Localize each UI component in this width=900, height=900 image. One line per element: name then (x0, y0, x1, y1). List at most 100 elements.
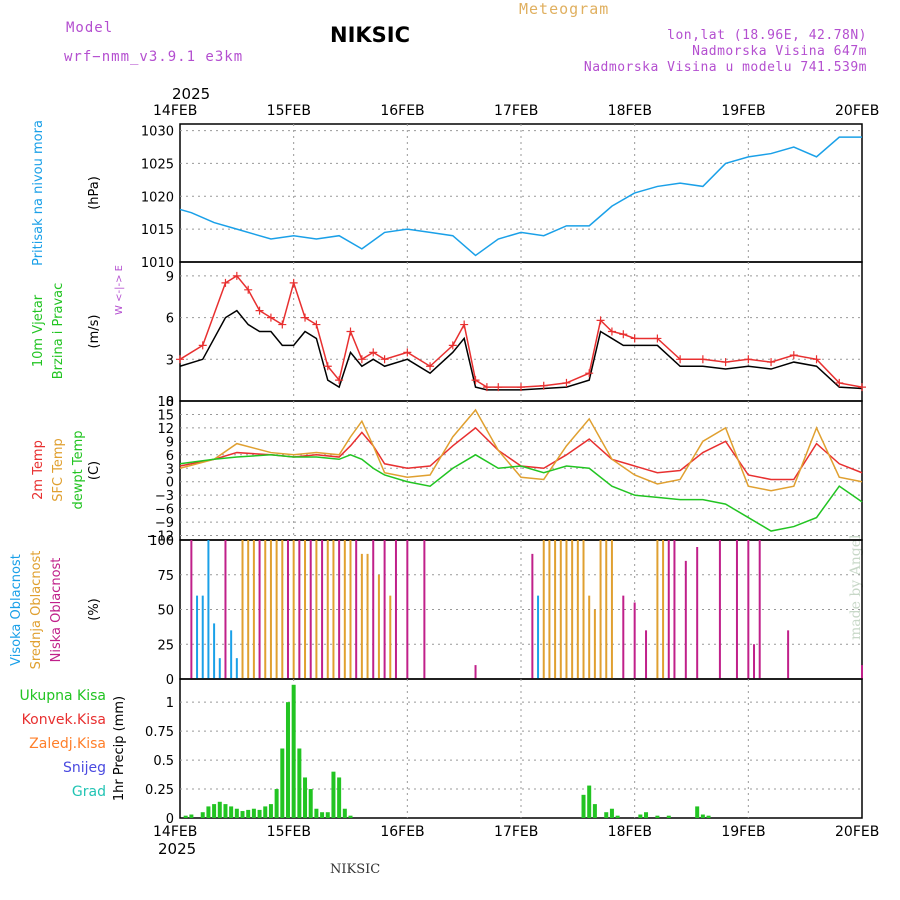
ytick-2: 3 (166, 462, 174, 477)
ytick-3: 50 (157, 604, 174, 619)
series-line-0-0 (179, 136, 862, 257)
precip-bar (274, 789, 279, 818)
gust-point (312, 320, 321, 329)
meteogram-label: Meteogram (519, 0, 610, 18)
panel-title-2: Brzina i Pravac (51, 283, 66, 380)
panel-title-8: Niska Oblacnost (49, 558, 64, 663)
ytick-3: 75 (157, 569, 174, 584)
date-label-top-0: 14FEB (153, 103, 197, 119)
date-label-top-2: 16FEB (380, 103, 424, 119)
precip-bar (331, 771, 336, 818)
precip-bar (581, 794, 586, 818)
page-title: NIKSIC (330, 23, 411, 47)
date-label-bottom-6: 20FEB (835, 824, 879, 840)
gust-point (198, 341, 207, 350)
precip-bar (257, 809, 262, 818)
ytick-0: 1020 (141, 190, 174, 205)
panel-title-3: 2m Temp (31, 440, 46, 500)
gust-point (585, 369, 594, 378)
precip-bar (303, 777, 308, 818)
gust-point (301, 313, 310, 322)
wind-direction-legend: W <-|-> E (114, 265, 125, 315)
model-label: Model (66, 20, 114, 36)
ytick-4: 0 (166, 812, 174, 827)
model-name: wrf−nmm_v3.9.1 e3km (64, 49, 244, 65)
precip-legend-1: Konvek.Kisa (22, 712, 106, 728)
precip-bar (189, 814, 194, 818)
ytick-2: 9 (166, 435, 174, 450)
gust-point (619, 330, 628, 339)
precip-legend-4: Grad (72, 784, 106, 800)
precip-bar (666, 815, 671, 818)
ytick-2: −12 (147, 530, 174, 545)
gust-point (176, 355, 184, 364)
gust-point (346, 327, 355, 336)
precip-bar (268, 804, 273, 818)
ytick-2: −9 (155, 516, 174, 531)
ytick-2: −6 (155, 503, 174, 518)
precip-bar (263, 806, 268, 818)
precip-bar (342, 808, 347, 818)
gust-point (676, 355, 685, 364)
gust-point (278, 320, 287, 329)
precip-bar (229, 806, 234, 818)
panel-title-7: Srednja Oblacnost (29, 551, 44, 670)
gust-point (335, 376, 344, 385)
gust-point (596, 316, 605, 325)
gust-point (266, 313, 275, 322)
precip-bar (695, 806, 700, 818)
ytick-0: 1025 (141, 157, 174, 172)
gust-point (426, 362, 435, 371)
panel-title-6: Visoka Oblacnost (9, 554, 24, 666)
gust-point (289, 278, 298, 287)
unit-label-0: (hPa) (87, 176, 102, 210)
ytick-0: 1015 (141, 223, 174, 238)
precip-bar (314, 808, 319, 818)
gust-point (562, 378, 571, 387)
gust-point (630, 334, 639, 343)
unit-label-1: (m/s) (87, 315, 102, 349)
precip-bar (706, 815, 711, 818)
precip-bar (240, 811, 245, 818)
footer-station: NIKSIC (330, 862, 381, 877)
date-label-bottom-0: 14FEB (153, 824, 197, 840)
series-line-2-2 (179, 453, 863, 532)
gust-point (721, 358, 730, 367)
precip-bar (280, 748, 285, 818)
precip-bar (223, 804, 228, 818)
precip-bar (638, 814, 643, 818)
panel-title-5: dewpt Temp (71, 430, 86, 509)
date-label-bottom-4: 18FEB (608, 824, 652, 840)
altitude-label: Nadmorska Visina 647m (692, 44, 867, 59)
precip-bar (291, 684, 296, 818)
precip-bar (200, 812, 205, 818)
precip-legend-0: Ukupna Kisa (19, 688, 106, 704)
panel-title-4: SFC Temp (51, 438, 66, 502)
gust-point (232, 271, 241, 280)
ytick-1: 3 (166, 353, 174, 368)
gust-point (835, 378, 844, 387)
ytick-4: 0.25 (145, 783, 174, 798)
precip-bar (251, 808, 256, 818)
ytick-0: 1030 (141, 125, 174, 140)
ytick-3: 100 (149, 534, 174, 549)
series-line-2-0 (179, 426, 863, 481)
gust-point (539, 381, 548, 390)
ytick-3: 25 (157, 638, 174, 653)
ytick-2: 12 (157, 422, 174, 437)
panel-frame-2 (179, 400, 863, 541)
lonlat-label: lon,lat (18.96E, 42.78N) (667, 28, 867, 43)
precip-bar (320, 812, 325, 818)
precip-bar (234, 808, 239, 818)
gust-point (323, 362, 332, 371)
precip-bar (609, 808, 614, 818)
precip-bar (217, 801, 222, 818)
gust-point (380, 355, 389, 364)
precip-bar (285, 702, 290, 818)
ytick-1: 0 (166, 395, 174, 410)
ytick-2: −3 (155, 489, 174, 504)
ytick-4: 1 (166, 696, 174, 711)
date-label-top-6: 20FEB (835, 103, 879, 119)
date-label-top-4: 18FEB (608, 103, 652, 119)
